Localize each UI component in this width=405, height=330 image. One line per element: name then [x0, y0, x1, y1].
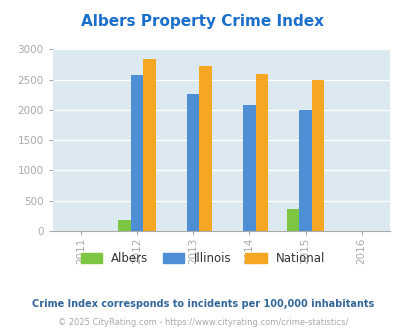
Bar [143, 58, 155, 231]
Bar [286, 209, 298, 231]
Bar [298, 110, 311, 231]
Bar [243, 105, 255, 231]
Legend: Albers, Illinois, National: Albers, Illinois, National [76, 247, 329, 270]
Bar [130, 75, 143, 231]
Bar [255, 74, 267, 231]
Text: Crime Index corresponds to incidents per 100,000 inhabitants: Crime Index corresponds to incidents per… [32, 299, 373, 309]
Bar [118, 220, 130, 231]
Bar [311, 80, 323, 231]
Text: © 2025 CityRating.com - https://www.cityrating.com/crime-statistics/: © 2025 CityRating.com - https://www.city… [58, 318, 347, 327]
Text: Albers Property Crime Index: Albers Property Crime Index [81, 14, 324, 29]
Bar [199, 66, 211, 231]
Bar [187, 94, 199, 231]
